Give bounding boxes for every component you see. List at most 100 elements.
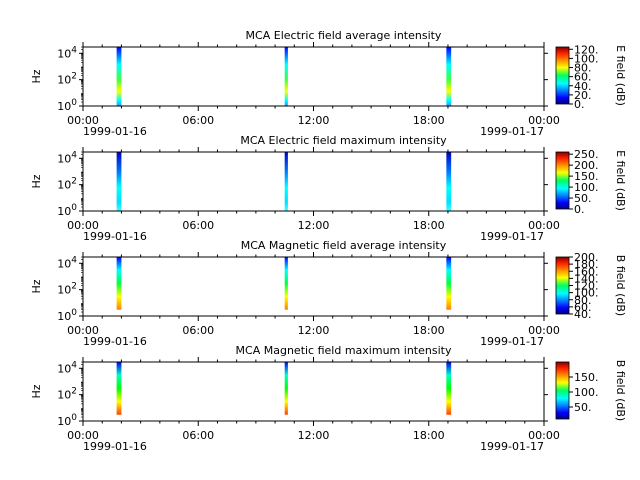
colorbar-label: E field (dB) [614,45,627,106]
y-tick-label: 104 [57,45,77,60]
panel-title: MCA Electric field average intensity [246,29,442,42]
x-tick-label: 18:00 [413,219,445,232]
colorbar-label: B field (dB) [614,360,627,421]
panel-3: MCA Magnetic field average intensity 00:0… [30,239,627,348]
x-tick-label: 00:00 [528,324,560,337]
colorbar [555,361,570,420]
colorbar-tick-label: 50. [574,401,592,414]
x-tick-label: 18:00 [413,114,445,127]
x-date-label-start: 1999-01-16 [83,335,147,348]
colorbar-tick-label: 100. [574,181,599,194]
x-tick-label: 06:00 [182,324,214,337]
colorbar-tick-label: 0. [574,98,585,111]
y-axis-label: Hz [30,279,43,293]
colorbar-tick-label: 100. [574,386,599,399]
data-pass-3 [446,362,452,415]
colorbar-tick-label: 100. [574,52,599,65]
colorbar-tick-label: 180. [574,258,599,271]
x-tick-label: 06:00 [182,429,214,442]
colorbar-tick-label: 60. [574,301,592,314]
y-axis-label: Hz [30,174,43,188]
colorbar-tick-label: 50. [574,192,592,205]
x-date-label-end: 1999-01-17 [480,125,544,138]
x-tick-label: 06:00 [182,219,214,232]
y-tick-label: 100 [57,308,77,323]
data-pass-3 [446,152,452,211]
y-tick-label: 102 [57,177,77,192]
colorbar [555,256,570,315]
x-tick-label: 18:00 [413,429,445,442]
plot-frame [82,256,545,317]
panel-title: MCA Electric field maximum intensity [240,134,447,147]
colorbar-label: E field (dB) [614,150,627,211]
x-date-label-start: 1999-01-16 [83,125,147,138]
x-tick-label: 00:00 [67,219,99,232]
y-tick-label: 102 [57,282,77,297]
colorbar-tick-label: 140. [574,272,599,285]
colorbar-tick-label: 40. [574,308,592,321]
plot-frame [82,361,545,422]
x-tick-label: 00:00 [528,114,560,127]
y-axis-label: Hz [30,69,43,83]
panel-1: MCA Electric field average intensity 00:0… [30,29,627,138]
x-date-label-start: 1999-01-16 [83,440,147,453]
colorbar-tick-label: 60. [574,71,592,84]
data-pass-3 [446,257,452,310]
x-tick-label: 12:00 [298,324,330,337]
y-tick-label: 104 [57,360,77,375]
colorbar [555,46,570,105]
x-tick-label: 00:00 [67,114,99,127]
x-tick-label: 00:00 [67,324,99,337]
data-pass-2 [284,152,288,211]
panel-title: MCA Magnetic field average intensity [241,239,447,252]
y-tick-label: 102 [57,387,77,402]
data-pass-2 [284,257,288,310]
x-date-label-end: 1999-01-17 [480,335,544,348]
x-tick-label: 06:00 [182,114,214,127]
colorbar-tick-label: 80. [574,294,592,307]
data-pass-1 [116,152,122,211]
panel-title: MCA Magnetic field maximum intensity [236,344,452,357]
x-tick-label: 00:00 [528,429,560,442]
x-date-label-end: 1999-01-17 [480,230,544,243]
data-pass-2 [284,362,288,415]
colorbar-tick-label: 120. [574,43,599,56]
colorbar-tick-label: 250. [574,148,599,161]
plot-frame [82,46,545,107]
data-pass-1 [116,257,122,310]
panel-2: MCA Electric field maximum intensity 00:0… [30,134,627,243]
plot-frame [82,151,545,212]
x-tick-label: 12:00 [298,114,330,127]
x-tick-label: 12:00 [298,429,330,442]
x-date-label-start: 1999-01-16 [83,230,147,243]
colorbar-tick-label: 200. [574,159,599,172]
y-tick-label: 104 [57,255,77,270]
data-pass-1 [116,47,122,106]
colorbar-tick-label: 80. [574,62,592,75]
x-tick-label: 00:00 [67,429,99,442]
y-tick-label: 104 [57,150,77,165]
colorbar-tick-label: 20. [574,89,592,102]
data-pass-3 [446,47,452,106]
y-tick-label: 100 [57,203,77,218]
panel-4: MCA Magnetic field maximum intensity 00:0… [30,344,627,453]
x-tick-label: 18:00 [413,324,445,337]
colorbar-tick-label: 200. [574,251,599,264]
x-tick-label: 00:00 [528,219,560,232]
y-tick-label: 102 [57,72,77,87]
colorbar-tick-label: 100. [574,287,599,300]
colorbar-tick-label: 0. [574,203,585,216]
data-pass-1 [116,362,122,415]
colorbar-tick-label: 160. [574,265,599,278]
y-tick-label: 100 [57,413,77,428]
x-tick-label: 12:00 [298,219,330,232]
colorbar-label: B field (dB) [614,255,627,316]
colorbar-tick-label: 120. [574,280,599,293]
colorbar-tick-label: 150. [574,371,599,384]
x-date-label-end: 1999-01-17 [480,440,544,453]
colorbar-tick-label: 40. [574,80,592,93]
data-pass-2 [284,47,288,106]
y-tick-label: 100 [57,98,77,113]
colorbar-tick-label: 150. [574,170,599,183]
